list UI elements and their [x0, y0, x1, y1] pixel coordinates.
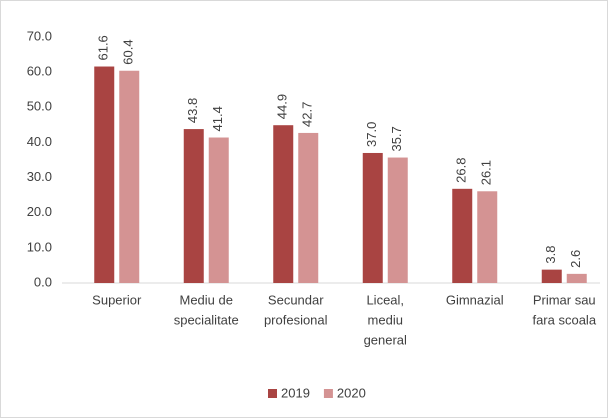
bar: [477, 191, 498, 283]
bar: [387, 157, 408, 283]
x-tick-label: profesional: [264, 312, 328, 327]
value-label: 61.6: [96, 35, 111, 60]
y-tick-label: 70.0: [27, 28, 52, 43]
value-label: 35.7: [389, 126, 404, 151]
x-tick-label: Liceal,: [366, 292, 404, 307]
x-tick-label: mediu: [368, 312, 403, 327]
value-label: 41.4: [210, 106, 225, 131]
value-label: 44.9: [275, 94, 290, 119]
legend-swatch: [323, 389, 333, 398]
value-label: 3.8: [543, 246, 558, 264]
legend-swatch: [268, 389, 277, 398]
value-label: 42.7: [300, 102, 315, 127]
bar: [541, 269, 562, 283]
x-tick-label: Primar sau: [533, 292, 596, 307]
bar: [94, 66, 115, 284]
bar: [298, 132, 319, 283]
y-tick-label: 50.0: [27, 99, 52, 114]
bar: [119, 70, 140, 283]
legend-label: 2020: [337, 385, 366, 400]
value-label: 60.4: [121, 39, 136, 64]
y-tick-label: 10.0: [27, 239, 52, 254]
y-tick-label: 0.0: [34, 274, 52, 289]
x-tick-label: Secundar: [268, 292, 324, 307]
y-tick-label: 40.0: [27, 134, 52, 149]
bar: [208, 137, 229, 283]
value-label: 2.6: [568, 250, 583, 268]
x-tick-label: Gimnazial: [446, 292, 504, 307]
x-tick-label: fara scoala: [532, 312, 596, 327]
x-tick-label: Superior: [92, 292, 142, 307]
value-label: 26.1: [479, 160, 494, 185]
value-label: 37.0: [364, 122, 379, 147]
bar: [452, 188, 473, 283]
value-label: 43.8: [185, 98, 200, 123]
value-label: 26.8: [454, 158, 469, 183]
bar: [183, 129, 204, 283]
bar: [566, 273, 587, 283]
x-tick-label: Mediu de: [180, 292, 233, 307]
y-tick-label: 20.0: [27, 204, 52, 219]
legend-label: 2019: [281, 385, 310, 400]
x-tick-label: specialitate: [174, 312, 239, 327]
bar: [362, 152, 383, 283]
bar: [273, 125, 294, 283]
y-tick-label: 60.0: [27, 64, 52, 79]
y-tick-label: 30.0: [27, 169, 52, 184]
x-tick-label: general: [364, 332, 407, 347]
